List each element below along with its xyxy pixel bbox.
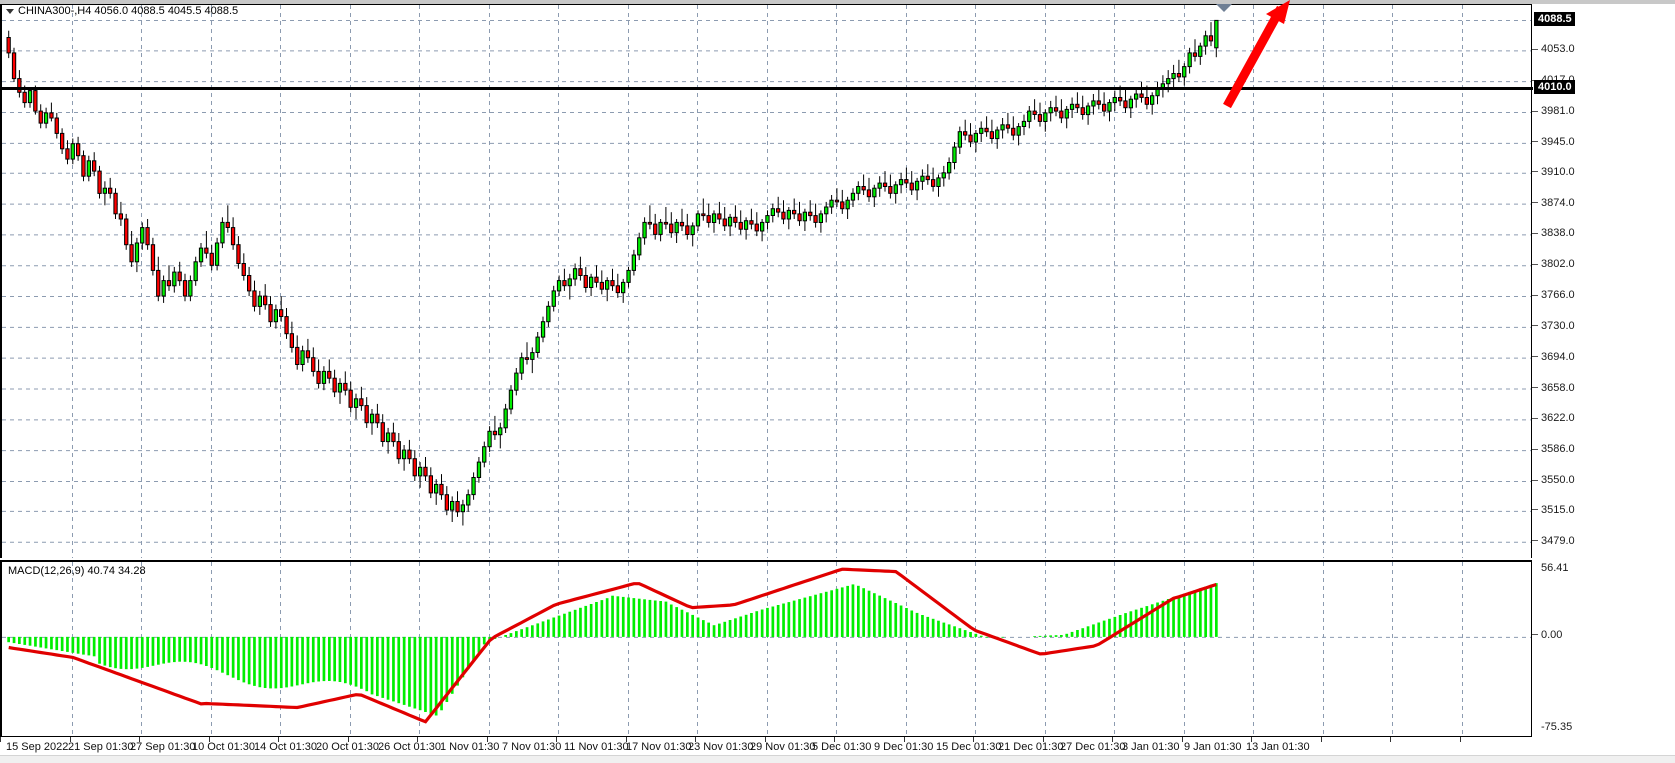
price-tick: 3550.0 xyxy=(1532,474,1575,486)
time-tick-label: 20 Oct 01:30 xyxy=(316,741,379,753)
macd-series xyxy=(2,562,1531,737)
time-tick xyxy=(487,737,488,742)
time-tick-label: 9 Dec 01:30 xyxy=(874,741,934,753)
time-tick-label: 21 Dec 01:30 xyxy=(998,741,1064,753)
time-tick-label: 15 Sep 2022 xyxy=(6,741,69,753)
price-tick: 3694.0 xyxy=(1532,351,1575,363)
time-tick xyxy=(1390,737,1391,742)
chart-corner-marker-icon xyxy=(1216,4,1232,12)
time-tick-label: 1 Nov 01:30 xyxy=(440,741,500,753)
time-tick-label: 5 Dec 01:30 xyxy=(812,741,872,753)
price-tick: 4053.0 xyxy=(1532,43,1575,55)
time-tick-label: 29 Nov 01:30 xyxy=(750,741,816,753)
price-tick: 3622.0 xyxy=(1532,412,1575,424)
macd-tick: -75.35 xyxy=(1541,721,1573,733)
macd-indicator-pane[interactable]: MACD(12,26,9) 40.74 34.28 xyxy=(0,560,1531,737)
time-tick xyxy=(348,737,349,742)
price-chart-pane[interactable] xyxy=(0,4,1533,558)
time-tick xyxy=(1460,737,1461,742)
candlestick-series xyxy=(2,5,1531,558)
price-level-line xyxy=(2,87,1533,91)
time-tick-label: 13 Jan 01:30 xyxy=(1246,741,1310,753)
time-tick xyxy=(1251,737,1252,742)
macd-tick: 56.41 xyxy=(1541,562,1569,574)
window-titlebar xyxy=(0,0,1675,4)
status-bar xyxy=(0,755,1675,763)
time-tick xyxy=(626,737,627,742)
triangle-down-icon[interactable] xyxy=(6,8,14,14)
time-tick xyxy=(278,737,279,742)
time-tick-label: 14 Oct 01:30 xyxy=(254,741,317,753)
time-tick xyxy=(209,737,210,742)
price-tick: 3515.0 xyxy=(1532,504,1575,516)
time-tick xyxy=(556,737,557,742)
time-tick-label: 9 Jan 01:30 xyxy=(1184,741,1242,753)
chart-header: CHINA300-,H4 4056.0 4088.5 4045.5 4088.5 xyxy=(6,5,238,17)
price-tick: 3838.0 xyxy=(1532,227,1575,239)
time-tick xyxy=(1182,737,1183,742)
price-tick: 3730.0 xyxy=(1532,320,1575,332)
price-tick: 3802.0 xyxy=(1532,258,1575,270)
macd-header-label: MACD(12,26,9) 40.74 34.28 xyxy=(8,565,146,577)
price-tick-last-highlight: 4088.5 xyxy=(1534,12,1575,26)
price-tick: 3479.0 xyxy=(1532,535,1575,547)
time-tick xyxy=(834,737,835,742)
price-tick: 3874.0 xyxy=(1532,197,1575,209)
price-tick: 3586.0 xyxy=(1532,443,1575,455)
time-tick xyxy=(417,737,418,742)
time-tick-label: 23 Nov 01:30 xyxy=(688,741,754,753)
time-tick-label: 27 Dec 01:30 xyxy=(1060,741,1126,753)
macd-tick: 0.00 xyxy=(1532,629,1562,641)
time-tick-label: 26 Oct 01:30 xyxy=(378,741,441,753)
price-tick: 3945.0 xyxy=(1532,136,1575,148)
time-tick-label: 10 Oct 01:30 xyxy=(192,741,255,753)
time-tick xyxy=(1043,737,1044,742)
price-tick: 3910.0 xyxy=(1532,166,1575,178)
chart-header-text: CHINA300-,H4 4056.0 4088.5 4045.5 4088.5 xyxy=(18,5,239,17)
time-tick xyxy=(904,737,905,742)
time-tick-label: 17 Nov 01:30 xyxy=(626,741,692,753)
macd-axis[interactable]: 56.41 0.00 -75.35 xyxy=(1531,560,1675,737)
time-tick xyxy=(695,737,696,742)
time-tick xyxy=(973,737,974,742)
time-tick xyxy=(70,737,71,742)
price-tick-level-highlight: 4010.0 xyxy=(1534,80,1575,95)
time-tick-label: 11 Nov 01:30 xyxy=(564,741,629,753)
time-axis[interactable]: 15 Sep 2022 21 Sep 01:30 27 Sep 01:30 10 Oc… xyxy=(0,737,1531,755)
time-tick-label: 3 Jan 01:30 xyxy=(1122,741,1180,753)
time-tick xyxy=(139,737,140,742)
time-tick-label: 27 Sep 01:30 xyxy=(130,741,196,753)
time-tick xyxy=(1321,737,1322,742)
time-tick-label: 21 Sep 01:30 xyxy=(68,741,134,753)
price-tick: 3981.0 xyxy=(1532,105,1575,117)
time-tick xyxy=(1112,737,1113,742)
price-tick: 3766.0 xyxy=(1532,289,1575,301)
time-tick-label: 15 Dec 01:30 xyxy=(936,741,1002,753)
price-axis[interactable]: 4053.04017.03981.03945.03910.03874.03838… xyxy=(1531,4,1675,558)
time-tick xyxy=(0,737,1,742)
price-tick: 3658.0 xyxy=(1532,382,1575,394)
time-tick xyxy=(765,737,766,742)
time-tick-label: 7 Nov 01:30 xyxy=(502,741,562,753)
